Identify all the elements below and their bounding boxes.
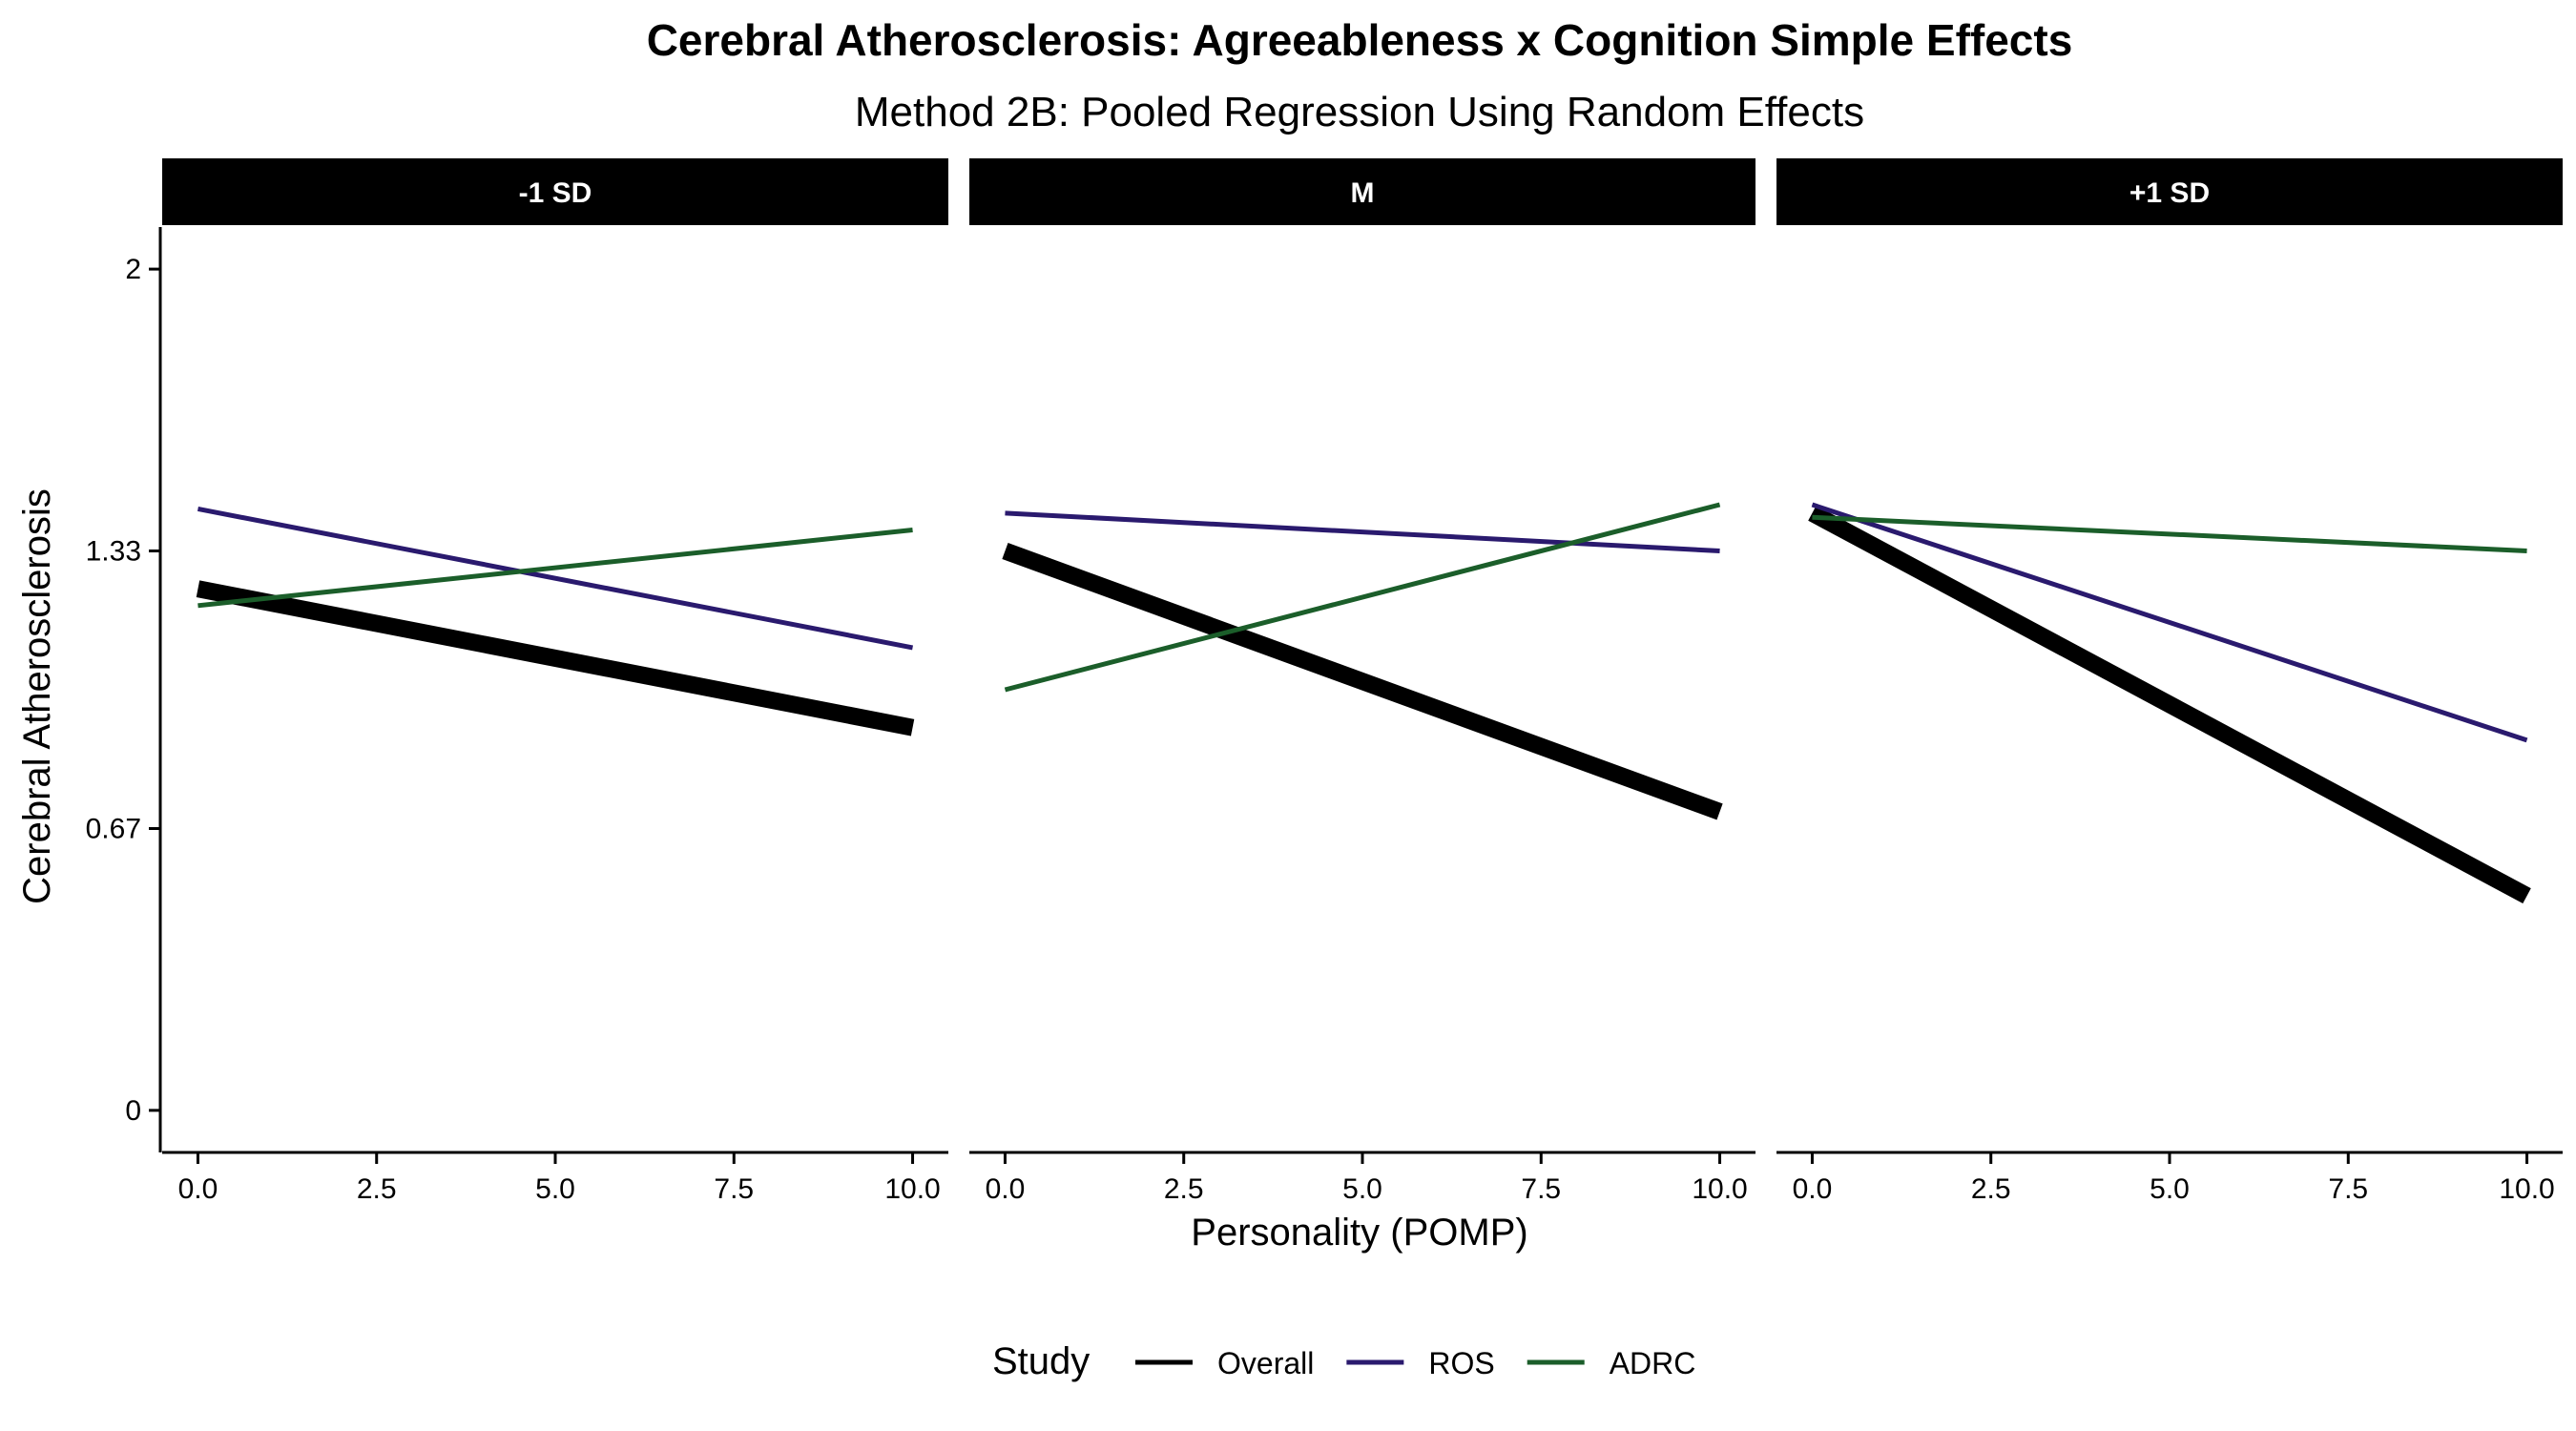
series-line-overall <box>196 580 915 736</box>
x-tick-label: 10.0 <box>1692 1173 1747 1205</box>
legend-label-overall: Overall <box>1217 1346 1314 1380</box>
series-line-ros <box>1005 510 1720 553</box>
legend-label-adrc: ADRC <box>1610 1346 1696 1380</box>
chart-subtitle: Method 2B: Pooled Regression Using Rando… <box>855 89 1864 135</box>
y-axis-title: Cerebral Atherosclerosis <box>16 488 58 904</box>
x-tick-label: 5.0 <box>2150 1173 2190 1205</box>
x-tick-label: 10.0 <box>884 1173 940 1205</box>
x-tick-label: 0.0 <box>986 1173 1026 1205</box>
series-line-overall <box>1808 505 2531 903</box>
facet-strip-label: M <box>1351 177 1375 209</box>
series-line-overall <box>1002 543 1723 820</box>
x-tick-label: 7.5 <box>1521 1173 1561 1205</box>
x-tick-label: 5.0 <box>535 1173 575 1205</box>
chart-title: Cerebral Atherosclerosis: Agreeableness … <box>647 15 2073 65</box>
x-tick-label: 2.5 <box>1164 1173 1204 1205</box>
series-line-adrc <box>197 527 913 609</box>
facet-strip <box>162 158 948 225</box>
plot-area: 0 0.67 1.33 2 -1 SD 0.0 2.5 5.0 7.5 10.0 M 0.0 2.5 5.… <box>86 158 2563 1205</box>
x-tick-label: 0.0 <box>178 1173 218 1205</box>
series-line-ros <box>197 506 914 651</box>
legend-title: Study <box>992 1340 1090 1382</box>
y-tick-label: 0 <box>125 1095 141 1127</box>
x-tick-label: 2.5 <box>357 1173 397 1205</box>
legend-label-ros: ROS <box>1428 1346 1494 1380</box>
y-tick-label: 1.33 <box>86 536 141 568</box>
x-tick-label: 5.0 <box>1342 1173 1382 1205</box>
x-tick-label: 7.5 <box>2328 1173 2368 1205</box>
facet-strip <box>969 158 1755 225</box>
facet-strip-label: +1 SD <box>2129 177 2210 209</box>
facet-strip <box>1776 158 2563 225</box>
legend-entries: Overall ROS ADRC <box>1135 1346 1695 1380</box>
legend: Study Overall ROS ADRC <box>992 1340 1695 1382</box>
series-line-adrc <box>1004 502 1721 693</box>
series-line-ros <box>1811 502 2528 743</box>
x-tick-label: 7.5 <box>714 1173 754 1205</box>
x-tick-label: 0.0 <box>1793 1173 1833 1205</box>
series-line-adrc <box>1812 514 2527 553</box>
y-tick-label: 2 <box>125 254 141 285</box>
x-tick-label: 10.0 <box>2499 1173 2554 1205</box>
x-axis-title: Personality (POMP) <box>1191 1212 1527 1254</box>
x-tick-label: 2.5 <box>1971 1173 2011 1205</box>
facet-strip-label: -1 SD <box>519 177 592 209</box>
y-tick-label: 0.67 <box>86 814 141 845</box>
